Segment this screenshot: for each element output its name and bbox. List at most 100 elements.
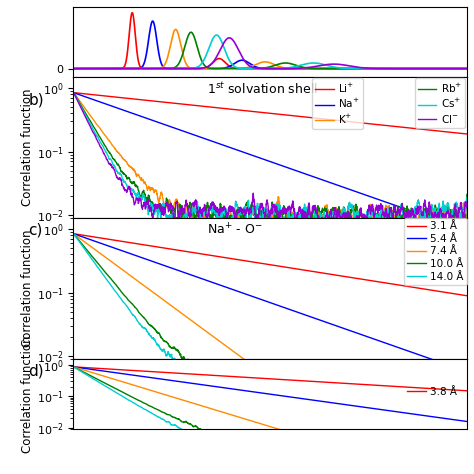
Cs$^{+}$	[223, 208, 229, 213]
7.4 Å	[391, 466, 397, 472]
Li$^{+}$	[464, 131, 470, 137]
Cl$^{-}$	[290, 198, 296, 204]
5.4 Å	[71, 231, 76, 237]
3.1 Å	[464, 293, 470, 299]
3.1 Å	[71, 231, 76, 237]
Na$^{+}$	[391, 202, 397, 208]
Cs$^{+}$	[393, 238, 399, 244]
Cs$^{+}$	[71, 90, 76, 96]
Text: b): b)	[28, 92, 44, 107]
14.0 Å	[223, 369, 229, 375]
5.4 Å	[464, 369, 470, 374]
Cs$^{+}$	[464, 194, 470, 200]
14.0 Å	[464, 367, 470, 373]
14.0 Å	[276, 398, 282, 404]
Y-axis label: Correlation function: Correlation function	[21, 230, 34, 347]
10.0 Å	[79, 240, 84, 246]
Cs$^{+}$	[407, 215, 413, 221]
5.4 Å	[407, 349, 413, 355]
K$^{+}$	[422, 213, 428, 219]
3.1 Å	[79, 232, 84, 238]
7.4 Å	[71, 231, 76, 237]
14.0 Å	[71, 231, 76, 237]
Legend: Rb$^{+}$, Cs$^{+}$, Cl$^{-}$: Rb$^{+}$, Cs$^{+}$, Cl$^{-}$	[414, 78, 465, 128]
K$^{+}$	[330, 234, 336, 239]
Cs$^{+}$	[391, 219, 397, 225]
Line: 3.1 Å: 3.1 Å	[73, 234, 467, 296]
Li$^{+}$	[223, 106, 229, 111]
Rb$^{+}$	[79, 103, 84, 109]
14.0 Å	[407, 378, 413, 383]
3.1 Å	[223, 255, 229, 261]
Line: Na$^{+}$: Na$^{+}$	[73, 92, 467, 230]
Line: 10.0 Å: 10.0 Å	[73, 234, 467, 404]
14.0 Å	[391, 387, 397, 392]
10.0 Å	[359, 401, 365, 407]
Text: d): d)	[28, 364, 44, 378]
14.0 Å	[79, 242, 84, 247]
Legend: 3.1 Å, 5.4 Å, 7.4 Å, 10.0 Å, 14.0 Å: 3.1 Å, 5.4 Å, 7.4 Å, 10.0 Å, 14.0 Å	[404, 218, 467, 285]
Li$^{+}$	[71, 90, 76, 95]
Rb$^{+}$	[223, 213, 229, 219]
Na$^{+}$	[464, 228, 470, 233]
5.4 Å	[223, 284, 229, 290]
Na$^{+}$	[407, 208, 413, 213]
Li$^{+}$	[391, 123, 397, 129]
Cs$^{+}$	[79, 105, 84, 110]
Y-axis label: Correlation function: Correlation function	[21, 335, 34, 453]
K$^{+}$	[464, 213, 470, 219]
3.1 Å	[391, 282, 397, 287]
X-axis label: r (Å): r (Å)	[255, 98, 285, 112]
7.4 Å	[290, 392, 296, 398]
K$^{+}$	[407, 217, 413, 222]
Rb$^{+}$	[422, 208, 428, 213]
10.0 Å	[422, 392, 428, 398]
Rb$^{+}$	[391, 202, 397, 208]
10.0 Å	[290, 388, 296, 394]
Line: 14.0 Å: 14.0 Å	[73, 234, 467, 401]
5.4 Å	[422, 354, 428, 360]
5.4 Å	[79, 234, 84, 239]
Legend: 3.8 Å: 3.8 Å	[404, 384, 460, 400]
Li$^{+}$	[290, 113, 296, 118]
Li$^{+}$	[422, 127, 428, 132]
Rb$^{+}$	[71, 90, 76, 96]
Na$^{+}$	[79, 92, 84, 98]
Cs$^{+}$	[422, 210, 428, 216]
Rb$^{+}$	[290, 216, 296, 222]
Na$^{+}$	[422, 213, 428, 219]
Line: Li$^{+}$: Li$^{+}$	[73, 92, 467, 134]
3.1 Å	[422, 286, 428, 292]
3.1 Å	[407, 284, 413, 290]
Na$^{+}$	[71, 90, 76, 95]
5.4 Å	[290, 308, 296, 313]
Cl$^{-}$	[391, 206, 397, 211]
Text: 1$^{st}$ solvation shell: 1$^{st}$ solvation shell	[207, 81, 318, 97]
Cl$^{-}$	[464, 205, 470, 210]
Text: c): c)	[28, 222, 43, 237]
Rb$^{+}$	[372, 237, 377, 243]
Na$^{+}$	[223, 143, 229, 149]
Cl$^{-}$	[223, 213, 229, 219]
K$^{+}$	[391, 212, 397, 218]
10.0 Å	[223, 385, 229, 391]
Cs$^{+}$	[290, 212, 296, 218]
Li$^{+}$	[79, 91, 84, 96]
Cl$^{-}$	[321, 227, 327, 233]
Li$^{+}$	[407, 125, 413, 131]
Y-axis label: Correlation function: Correlation function	[21, 89, 34, 206]
K$^{+}$	[223, 217, 229, 223]
14.0 Å	[422, 371, 428, 377]
K$^{+}$	[71, 90, 76, 96]
K$^{+}$	[79, 100, 84, 106]
10.0 Å	[407, 392, 413, 397]
10.0 Å	[464, 365, 470, 371]
3.1 Å	[290, 265, 296, 271]
Rb$^{+}$	[407, 210, 413, 216]
Line: Rb$^{+}$: Rb$^{+}$	[73, 93, 467, 240]
Cl$^{-}$	[407, 214, 413, 219]
Line: 5.4 Å: 5.4 Å	[73, 234, 467, 372]
10.0 Å	[71, 231, 76, 237]
Na$^{+}$	[290, 167, 296, 173]
Cl$^{-}$	[71, 90, 76, 96]
